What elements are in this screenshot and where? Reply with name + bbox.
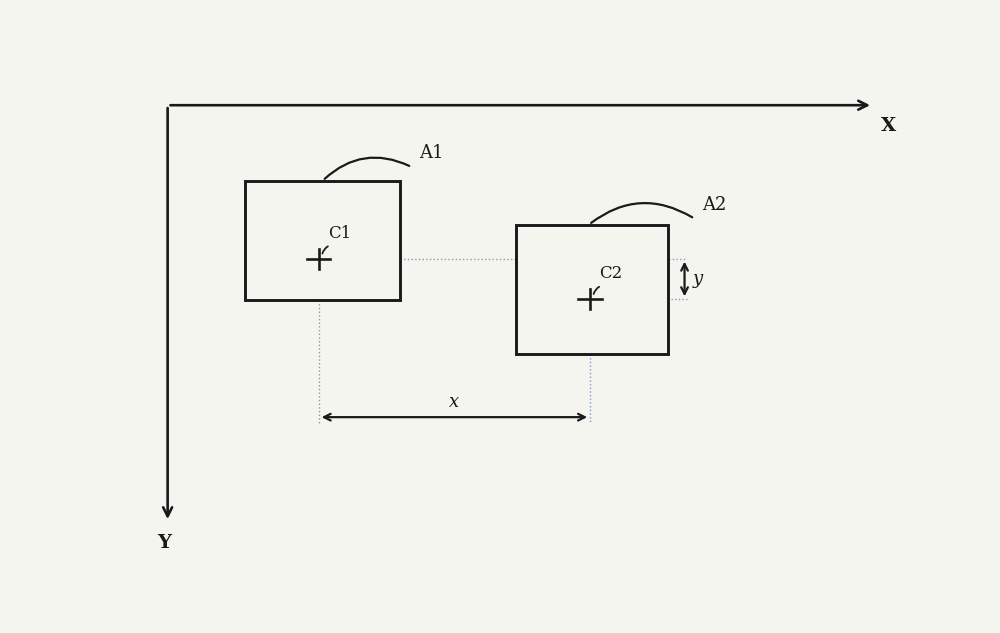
Text: A2: A2 bbox=[702, 196, 727, 214]
Text: Y: Y bbox=[157, 534, 171, 552]
Text: y: y bbox=[692, 270, 702, 288]
Text: C2: C2 bbox=[599, 265, 623, 282]
Bar bbox=[245, 181, 400, 300]
Text: X: X bbox=[881, 117, 896, 135]
Text: A1: A1 bbox=[420, 144, 444, 162]
Bar bbox=[516, 225, 668, 354]
Text: x: x bbox=[449, 393, 459, 411]
Text: C1: C1 bbox=[328, 225, 351, 242]
